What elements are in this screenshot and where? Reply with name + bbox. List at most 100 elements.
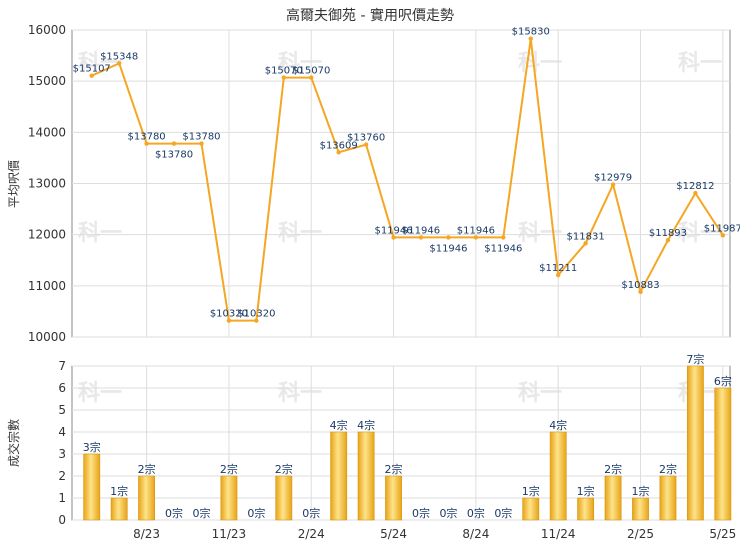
price-point-label: $13609 [320, 140, 358, 151]
price-point-label: $15348 [100, 51, 138, 62]
price-point-label: $15107 [73, 64, 111, 75]
price-point [501, 235, 506, 240]
price-point [720, 233, 726, 238]
volume-bar-label: 1宗 [577, 484, 595, 498]
volume-bar [604, 475, 622, 521]
price-point-label: $12812 [676, 181, 714, 192]
volume-bar [659, 475, 677, 521]
volume-bar-label: 2宗 [220, 462, 238, 476]
watermark-text: 科一 [78, 221, 122, 246]
volume-bar-label: 6宗 [714, 374, 732, 388]
price-point-label: $13760 [347, 133, 385, 144]
volume-bar [138, 475, 156, 521]
volume-bar-label: 4宗 [330, 418, 348, 432]
price-y-tick-label: 10000 [28, 330, 66, 344]
price-point [116, 61, 122, 66]
price-point [583, 241, 588, 246]
volume-bar-label: 7宗 [686, 352, 704, 366]
watermark-text: 科一 [518, 51, 562, 76]
chart-title: 高爾夫御苑 - 實用呎價走勢 [286, 7, 454, 24]
price-line [91, 37, 724, 322]
x-tick-label: 2/25 [627, 527, 654, 541]
volume-bar [632, 497, 649, 521]
volume-bar [522, 497, 540, 521]
volume-y-tick-label: 5 [58, 403, 66, 417]
x-tick-label: 11/24 [541, 527, 576, 541]
volume-bar [577, 497, 595, 521]
price-y-tick-label: 16000 [28, 23, 66, 37]
price-point [693, 190, 698, 196]
volume-bar-label: 1宗 [522, 484, 540, 498]
watermark-text: 科一 [678, 221, 722, 246]
price-point-label: $13780 [182, 132, 220, 143]
volume-bar [83, 453, 101, 521]
volume-bar [385, 475, 402, 521]
volume-bar-label: 0宗 [494, 506, 512, 520]
price-point [309, 75, 314, 80]
volume-bar [357, 431, 375, 521]
volume-bar-label: 3宗 [83, 440, 101, 454]
price-y-tick-label: 13000 [28, 177, 66, 191]
price-point [391, 235, 396, 240]
volume-bar-label: 2宗 [275, 462, 293, 476]
price-point [89, 73, 94, 78]
price-point-label: $15070 [292, 66, 330, 77]
volume-bar [686, 365, 704, 521]
price-point-label: $11946 [402, 225, 440, 236]
price-point-label: $10883 [621, 280, 659, 291]
price-point [254, 318, 259, 323]
price-point [226, 318, 232, 323]
price-point [528, 36, 533, 41]
price-point [336, 150, 341, 155]
price-y-tick-label: 11000 [28, 279, 66, 293]
volume-bar-label: 1宗 [632, 484, 650, 498]
price-point [665, 237, 671, 243]
volume-bar [549, 431, 567, 521]
price-point-label: $11946 [429, 243, 467, 254]
price-point-label: $11893 [649, 228, 687, 239]
price-point-label: $11987 [704, 223, 740, 234]
volume-bar-label: 0宗 [412, 506, 430, 520]
volume-bar-label: 2宗 [385, 462, 403, 476]
watermark-text: 科一 [518, 381, 562, 406]
x-tick-label: 5/25 [709, 527, 736, 541]
volume-y-tick-label: 7 [58, 359, 66, 373]
price-point-label: $11831 [567, 231, 605, 242]
volume-bar [110, 497, 128, 521]
volume-bar-label: 0宗 [165, 506, 183, 520]
watermark-text: 科一 [278, 221, 322, 246]
watermark-text: 科一 [678, 51, 722, 76]
price-point [199, 141, 204, 146]
volume-bar-label: 2宗 [604, 462, 622, 476]
x-tick-label: 8/23 [133, 527, 160, 541]
price-point-label: $15070 [265, 66, 303, 77]
volume-bar-label: 1宗 [110, 484, 128, 498]
volume-bar-label: 4宗 [357, 418, 375, 432]
price-point-label: $11946 [484, 243, 522, 254]
volume-bar [220, 475, 238, 521]
x-tick-label: 2/24 [298, 527, 325, 541]
volume-bar-label: 0宗 [467, 506, 485, 520]
watermark-text: 科一 [278, 51, 322, 76]
volume-bar [714, 387, 732, 521]
watermark-text: 科一 [518, 221, 562, 246]
price-point-label: $11946 [457, 225, 495, 236]
volume-bar-label: 0宗 [192, 506, 210, 520]
watermark-text: 科一 [278, 381, 322, 406]
price-point [638, 289, 643, 295]
price-point [281, 75, 286, 80]
price-point [556, 272, 561, 278]
price-point [473, 235, 479, 240]
price-point [610, 182, 616, 187]
price-point-label: $13780 [128, 132, 166, 143]
price-point-label: $11946 [374, 225, 412, 236]
price-point-label: $10320 [210, 309, 248, 320]
x-tick-label: 8/24 [462, 527, 489, 541]
volume-bar-label: 0宗 [247, 506, 265, 520]
volume-y-tick-label: 0 [58, 513, 66, 527]
volume-y-axis-label: 成交宗數 [6, 419, 21, 467]
price-point [144, 141, 149, 146]
volume-bar-label: 4宗 [549, 418, 567, 432]
price-point [171, 141, 177, 146]
